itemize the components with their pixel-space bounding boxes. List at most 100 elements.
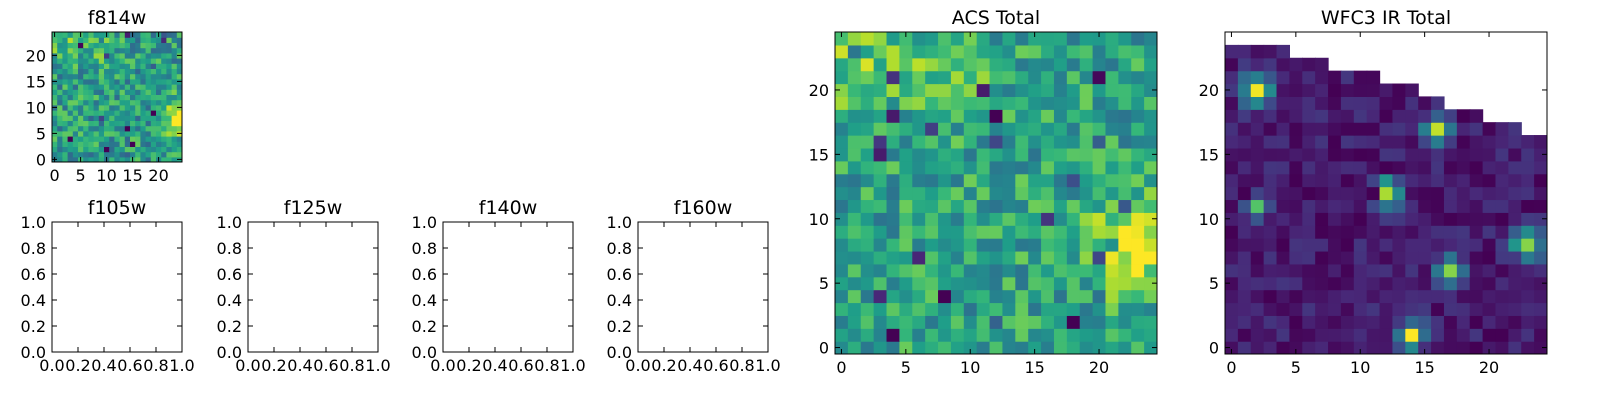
- heatmap-cell: [1392, 225, 1406, 239]
- heatmap-cell: [938, 32, 952, 46]
- axes-frame: [637, 221, 769, 353]
- heatmap-cell: [67, 78, 74, 85]
- heatmap-cell: [119, 58, 126, 64]
- heatmap-cell: [835, 57, 849, 72]
- heatmap-cell: [860, 109, 875, 123]
- heatmap-cell: [114, 78, 121, 85]
- heatmap-cell: [1405, 199, 1419, 213]
- heatmap-cell: [1263, 302, 1278, 316]
- heatmap-cell: [1066, 212, 1081, 226]
- x-tick-label: 0.4: [482, 356, 507, 375]
- heatmap-cell: [176, 42, 182, 49]
- heatmap-cell: [1263, 96, 1278, 110]
- heatmap-cell: [171, 58, 178, 64]
- heatmap-cell: [114, 94, 121, 101]
- heatmap-cell: [1340, 289, 1355, 304]
- heatmap-cell: [886, 160, 900, 175]
- heatmap-cell: [1340, 109, 1355, 123]
- heatmap-cell: [57, 84, 63, 90]
- heatmap-cell: [57, 125, 63, 132]
- heatmap-cell: [1131, 341, 1145, 354]
- heatmap-cell: [150, 130, 157, 137]
- heatmap-cell: [1443, 289, 1458, 304]
- heatmap-cell: [1328, 328, 1342, 342]
- heatmap-cell: [912, 238, 926, 252]
- heatmap-cell: [886, 135, 900, 149]
- heatmap-cell: [1041, 122, 1055, 136]
- heatmap-cell: [1225, 57, 1239, 72]
- heatmap-cell: [57, 42, 63, 49]
- heatmap-cell: [119, 32, 126, 38]
- heatmap-cell: [57, 110, 63, 116]
- heatmap-cell: [57, 130, 63, 137]
- heatmap-cell: [1276, 328, 1290, 342]
- heatmap-cell: [1105, 302, 1119, 316]
- heatmap-cell: [873, 238, 888, 252]
- heatmap-cell: [1118, 199, 1132, 213]
- heatmap-cell: [52, 42, 58, 49]
- heatmap-cell: [166, 42, 173, 49]
- heatmap-cell: [860, 341, 875, 354]
- y-tick-label: 0.8: [21, 239, 46, 258]
- y-tick-label: 0.8: [217, 239, 242, 258]
- heatmap-cell: [1521, 160, 1535, 175]
- heatmap-cell: [140, 84, 147, 90]
- heatmap-cell: [1028, 109, 1042, 123]
- heatmap-cell: [912, 96, 926, 110]
- heatmap-cell: [1456, 238, 1471, 252]
- y-tick-label: 5: [36, 124, 46, 143]
- heatmap-cell: [88, 47, 95, 54]
- heatmap-cell: [1521, 135, 1535, 149]
- heatmap-cell: [78, 63, 84, 69]
- heatmap-cell: [78, 110, 84, 116]
- heatmap-cell: [886, 212, 900, 226]
- heatmap-cell: [1041, 263, 1055, 278]
- heatmap-cell: [140, 68, 147, 75]
- heatmap-cell: [140, 89, 147, 95]
- heatmap-cell: [52, 47, 58, 54]
- heatmap-cell: [1092, 302, 1107, 316]
- heatmap-cell: [860, 225, 875, 239]
- heatmap-cell: [1053, 96, 1068, 110]
- heatmap-cell: [171, 125, 178, 132]
- heatmap-cell: [1289, 199, 1303, 213]
- heatmap-cell: [1250, 289, 1265, 304]
- heatmap-cell: [1521, 263, 1535, 278]
- heatmap-cell: [1495, 173, 1509, 188]
- heatmap-cell: [1131, 109, 1145, 123]
- heatmap-cell: [1340, 263, 1355, 278]
- heatmap-cell: [109, 52, 115, 59]
- heatmap-cell: [1002, 289, 1016, 304]
- heatmap-cell: [1105, 276, 1119, 291]
- heatmap-cell: [1495, 238, 1509, 252]
- heatmap-cell: [1079, 302, 1094, 316]
- heatmap-cell: [989, 212, 1004, 226]
- heatmap-cell: [98, 32, 105, 38]
- heatmap-cell: [1521, 276, 1535, 291]
- heatmap-cell: [899, 109, 913, 123]
- heatmap-cell: [899, 238, 913, 252]
- heatmap-cell: [98, 89, 105, 95]
- heatmap-cell: [835, 135, 849, 149]
- heatmap-cell: [1353, 173, 1368, 188]
- y-tick-label: 0.6: [607, 265, 632, 284]
- heatmap-cell: [1315, 263, 1329, 278]
- heatmap-cell: [93, 141, 100, 147]
- heatmap-cell: [72, 84, 79, 90]
- heatmap-cell: [1469, 212, 1484, 226]
- heatmap-cell: [1469, 276, 1484, 291]
- heatmap-cell: [1263, 147, 1278, 162]
- heatmap-cell: [1379, 135, 1394, 149]
- heatmap-cell: [1418, 199, 1432, 213]
- heatmap-cell: [1534, 238, 1547, 252]
- heatmap-cell: [835, 263, 849, 278]
- heatmap-cell: [1302, 96, 1316, 110]
- heatmap-cell: [1443, 147, 1458, 162]
- heatmap-cell: [72, 94, 79, 101]
- heatmap-cell: [925, 199, 939, 213]
- heatmap-cell: [1366, 302, 1381, 316]
- heatmap-cell: [1495, 250, 1509, 265]
- heatmap-cell: [1534, 263, 1547, 278]
- heatmap-cell: [1105, 160, 1119, 175]
